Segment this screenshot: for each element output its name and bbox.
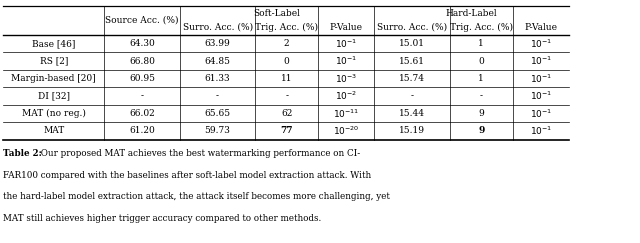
- Text: 77: 77: [280, 127, 293, 136]
- Text: Table 2: Our proposed MAT achieves the best watermarking performance on CI-: Table 2: Our proposed MAT achieves the b…: [3, 149, 361, 158]
- Text: 61.20: 61.20: [129, 127, 155, 136]
- Text: Surro. Acc. (%): Surro. Acc. (%): [377, 23, 447, 32]
- Text: 60.95: 60.95: [129, 74, 155, 83]
- Text: 11: 11: [281, 74, 292, 83]
- Text: Surro. Acc. (%): Surro. Acc. (%): [182, 23, 253, 32]
- Text: RS [2]: RS [2]: [40, 57, 68, 66]
- Text: Our proposed MAT achieves the best watermarking performance on CI-: Our proposed MAT achieves the best water…: [38, 149, 360, 158]
- Text: $10^{-20}$: $10^{-20}$: [333, 125, 360, 137]
- Text: $10^{-1}$: $10^{-1}$: [530, 37, 552, 50]
- Text: Margin-based [20]: Margin-based [20]: [12, 74, 96, 83]
- Text: $10^{-3}$: $10^{-3}$: [335, 72, 357, 85]
- Text: 9: 9: [479, 109, 484, 118]
- Text: Trig. Acc. (%): Trig. Acc. (%): [255, 23, 318, 32]
- Text: -: -: [480, 92, 483, 101]
- Text: 64.85: 64.85: [205, 57, 230, 66]
- Text: Trig. Acc. (%): Trig. Acc. (%): [450, 23, 513, 32]
- Text: P-Value: P-Value: [330, 23, 363, 32]
- Text: $10^{-1}$: $10^{-1}$: [530, 90, 552, 102]
- Text: 61.33: 61.33: [205, 74, 230, 83]
- Text: MAT (no reg.): MAT (no reg.): [22, 109, 86, 118]
- Text: DI [32]: DI [32]: [38, 92, 70, 101]
- Text: P-Value: P-Value: [524, 23, 557, 32]
- Text: Hard-Label: Hard-Label: [446, 9, 497, 18]
- Text: MAT still achieves higher trigger accuracy compared to other methods.: MAT still achieves higher trigger accura…: [3, 214, 321, 223]
- Text: 15.19: 15.19: [399, 127, 425, 136]
- Text: 66.02: 66.02: [129, 109, 155, 118]
- Text: Base [46]: Base [46]: [32, 39, 76, 48]
- Text: $10^{-1}$: $10^{-1}$: [530, 125, 552, 137]
- Text: 2: 2: [284, 39, 289, 48]
- Text: FAR100 compared with the baselines after soft-label model extraction attack. Wit: FAR100 compared with the baselines after…: [3, 171, 371, 180]
- Text: Source Acc. (%): Source Acc. (%): [106, 16, 179, 25]
- Text: 59.73: 59.73: [205, 127, 230, 136]
- Text: 64.30: 64.30: [129, 39, 155, 48]
- Text: 62: 62: [281, 109, 292, 118]
- Text: 15.01: 15.01: [399, 39, 425, 48]
- Text: -: -: [216, 92, 219, 101]
- Text: 9: 9: [478, 127, 484, 136]
- Text: $10^{-2}$: $10^{-2}$: [335, 90, 357, 102]
- Text: $10^{-1}$: $10^{-1}$: [530, 55, 552, 67]
- Text: 1: 1: [479, 74, 484, 83]
- Text: 1: 1: [479, 39, 484, 48]
- Text: 63.99: 63.99: [205, 39, 230, 48]
- Text: 66.80: 66.80: [129, 57, 155, 66]
- Text: -: -: [141, 92, 143, 101]
- Text: $10^{-1}$: $10^{-1}$: [530, 72, 552, 85]
- Text: 65.65: 65.65: [205, 109, 230, 118]
- Text: -: -: [411, 92, 413, 101]
- Text: 15.61: 15.61: [399, 57, 425, 66]
- Text: 15.74: 15.74: [399, 74, 425, 83]
- Text: 0: 0: [479, 57, 484, 66]
- Text: 15.44: 15.44: [399, 109, 425, 118]
- Text: the hard-label model extraction attack, the attack itself becomes more challengi: the hard-label model extraction attack, …: [3, 192, 390, 201]
- Text: Table 2:: Table 2:: [3, 149, 42, 158]
- Text: $10^{-1}$: $10^{-1}$: [335, 37, 357, 50]
- Text: Soft-Label: Soft-Label: [253, 9, 301, 18]
- Text: -: -: [285, 92, 288, 101]
- Text: MAT: MAT: [43, 127, 65, 136]
- Text: 0: 0: [284, 57, 289, 66]
- Text: $10^{-1}$: $10^{-1}$: [335, 55, 357, 67]
- Text: $10^{-1}$: $10^{-1}$: [530, 107, 552, 120]
- Text: $10^{-11}$: $10^{-11}$: [333, 107, 360, 120]
